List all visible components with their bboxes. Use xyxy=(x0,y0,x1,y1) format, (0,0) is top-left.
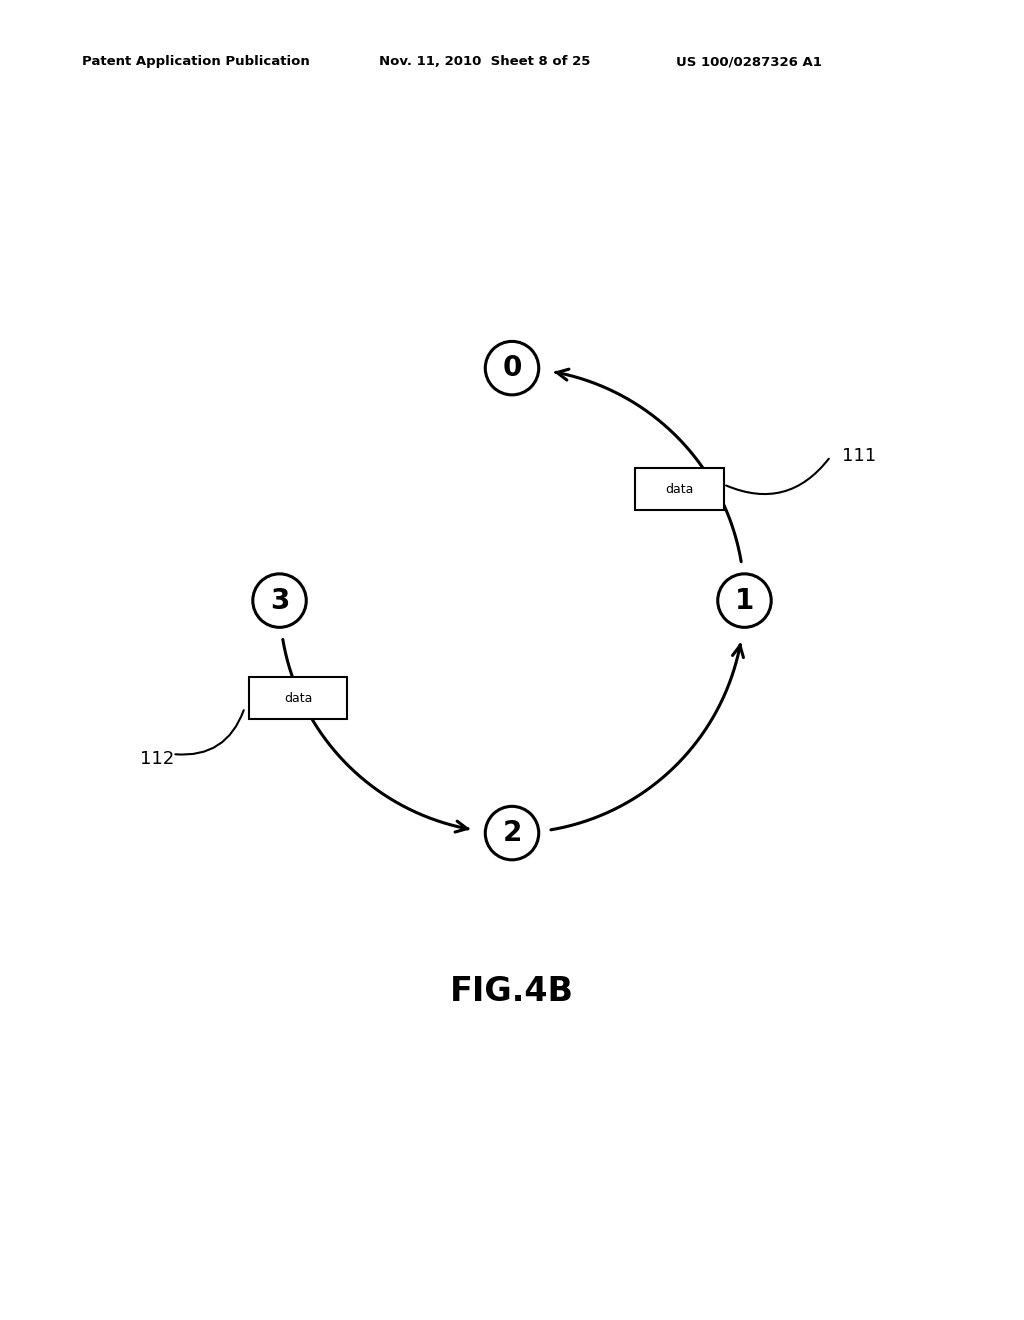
Text: 1: 1 xyxy=(735,586,754,615)
Circle shape xyxy=(253,574,306,627)
Circle shape xyxy=(485,807,539,859)
Text: 3: 3 xyxy=(270,586,289,615)
Text: 112: 112 xyxy=(140,750,174,768)
Text: data: data xyxy=(666,483,693,495)
Text: 2: 2 xyxy=(503,820,521,847)
Text: Patent Application Publication: Patent Application Publication xyxy=(82,55,309,69)
Text: 0: 0 xyxy=(503,354,521,381)
Text: Nov. 11, 2010  Sheet 8 of 25: Nov. 11, 2010 Sheet 8 of 25 xyxy=(379,55,590,69)
FancyBboxPatch shape xyxy=(635,469,724,510)
Text: US 100/0287326 A1: US 100/0287326 A1 xyxy=(676,55,821,69)
Circle shape xyxy=(485,342,539,395)
Text: data: data xyxy=(284,692,312,705)
Text: FIG.4B: FIG.4B xyxy=(450,974,574,1007)
Circle shape xyxy=(718,574,771,627)
FancyBboxPatch shape xyxy=(249,677,347,719)
Text: 111: 111 xyxy=(842,447,877,466)
